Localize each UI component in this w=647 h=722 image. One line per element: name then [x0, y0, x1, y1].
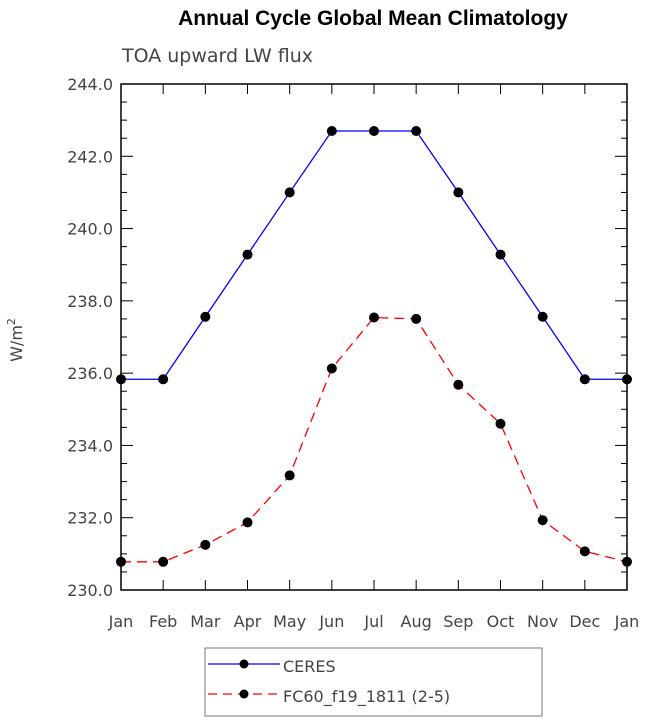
- data-point: [200, 539, 211, 550]
- x-tick-label: Feb: [149, 612, 177, 631]
- x-tick-label: Jan: [108, 612, 134, 631]
- data-point: [369, 312, 379, 323]
- data-point: [579, 374, 590, 385]
- series-line-0: [121, 130, 627, 380]
- legend-label: FC60_f19_1811 (2-5): [283, 687, 450, 707]
- x-tick-label: Sep: [443, 612, 473, 631]
- data-point: [622, 374, 632, 385]
- y-tick-label: 230.0: [67, 581, 113, 600]
- series-line-1: [121, 316, 628, 563]
- data-point: [284, 187, 295, 198]
- data-point: [284, 470, 295, 481]
- data-point: [369, 125, 379, 136]
- data-point: [537, 311, 548, 322]
- x-tick-label: Mar: [190, 612, 221, 631]
- y-tick-label: 240.0: [67, 220, 113, 239]
- y-tick-label: 244.0: [67, 75, 113, 94]
- data-point: [537, 515, 548, 526]
- y-tick-label: 238.0: [67, 292, 113, 311]
- data-point: [116, 556, 126, 567]
- legend-box: [204, 647, 543, 717]
- plot-frame: [120, 83, 628, 591]
- x-tick-label: Oct: [487, 612, 515, 631]
- data-point: [495, 249, 506, 260]
- x-tick-label: Jan: [614, 612, 640, 631]
- data-point: [158, 374, 169, 385]
- y-tick-label: 236.0: [67, 364, 113, 383]
- x-tick-label: Dec: [569, 612, 600, 631]
- legend-marker: [239, 659, 249, 669]
- x-tick-label: May: [273, 612, 306, 631]
- data-point: [411, 313, 422, 324]
- chart-title: Annual Cycle Global Mean Climatology: [178, 7, 568, 30]
- data-point: [200, 311, 211, 322]
- legend-marker: [239, 689, 249, 699]
- data-point: [622, 556, 632, 567]
- x-tick-label: Jul: [363, 612, 383, 631]
- data-point: [116, 374, 126, 385]
- y-axis-label: W/m2: [5, 318, 26, 362]
- data-point: [242, 249, 253, 260]
- x-tick-label: Apr: [234, 612, 262, 631]
- y-tick-label: 242.0: [67, 147, 113, 166]
- x-tick-label: Aug: [401, 612, 432, 631]
- legend-label: CERES: [283, 657, 336, 676]
- data-point: [326, 363, 337, 374]
- y-tick-label: 234.0: [67, 436, 113, 455]
- data-point: [495, 418, 506, 429]
- chart-subtitle: TOA upward LW flux: [121, 45, 313, 67]
- data-point: [453, 187, 464, 198]
- data-point: [453, 379, 464, 390]
- legend: CERES FC60_f19_1811 (2-5): [204, 647, 543, 717]
- data-point: [326, 125, 337, 136]
- data-point: [411, 125, 422, 136]
- x-tick-label: Jun: [318, 612, 344, 631]
- data-point: [158, 556, 169, 567]
- data-point: [242, 517, 253, 528]
- data-point: [579, 546, 590, 557]
- y-tick-label: 232.0: [67, 509, 113, 528]
- x-tick-label: Nov: [527, 612, 558, 631]
